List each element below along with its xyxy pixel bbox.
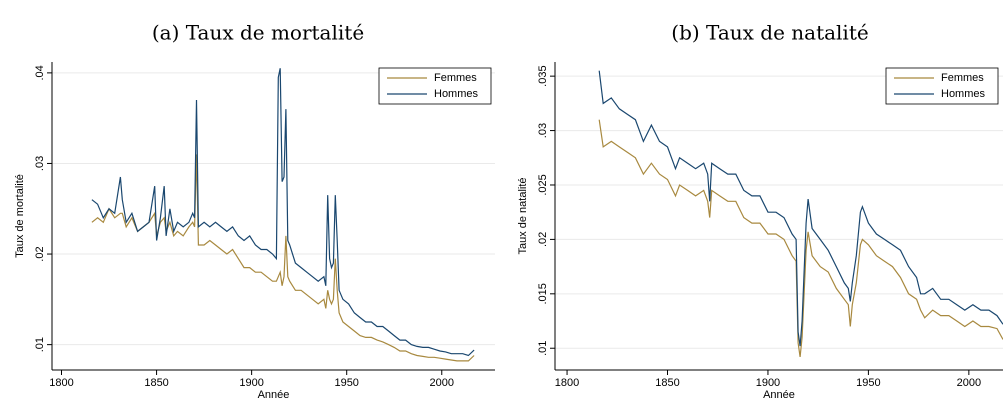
- y-tick-label: .02: [34, 246, 46, 261]
- y-tick-label: .015: [537, 283, 549, 304]
- series-line: [598, 70, 1003, 347]
- series-line: [598, 119, 1003, 357]
- x-tick-label: 2000: [957, 377, 981, 389]
- x-tick-label: 1850: [144, 377, 168, 389]
- x-axis-label: Année: [258, 389, 290, 401]
- legend-label: Hommes: [941, 88, 986, 100]
- series-line: [91, 68, 475, 357]
- x-tick-label: 1850: [655, 377, 679, 389]
- y-tick-label: .035: [537, 65, 549, 86]
- legend-box: [378, 67, 492, 105]
- x-tick-label: 1800: [49, 377, 73, 389]
- y-tick-label: .01: [537, 341, 549, 356]
- y-tick-label: .025: [537, 174, 549, 195]
- x-tick-label: 1950: [334, 377, 358, 389]
- legend: Femmes Hommes: [378, 67, 492, 105]
- chart-title: (b) Taux de natalité: [671, 21, 868, 45]
- y-axis-label: Taux de natalité: [517, 177, 529, 254]
- series-line: [91, 154, 475, 362]
- legend-label: Femmes: [941, 72, 984, 84]
- legend-box: [885, 67, 999, 105]
- y-tick-label: .04: [34, 65, 46, 80]
- x-tick-label: 1950: [856, 377, 880, 389]
- x-tick-label: 1900: [239, 377, 263, 389]
- y-tick-label: .03: [34, 156, 46, 171]
- legend-label: Femmes: [434, 72, 477, 84]
- legend-label: Hommes: [434, 88, 479, 100]
- x-axis-label: Année: [763, 389, 795, 401]
- y-tick-label: .01: [34, 337, 46, 352]
- y-axis-label: Taux de mortalité: [14, 174, 26, 258]
- x-tick-label: 1900: [756, 377, 780, 389]
- legend: Femmes Hommes: [885, 67, 999, 105]
- y-tick-label: .02: [537, 232, 549, 247]
- x-tick-label: 2000: [430, 377, 454, 389]
- x-tick-label: 1800: [555, 377, 579, 389]
- chart-title: (a) Taux de mortalité: [152, 21, 364, 45]
- y-tick-label: .03: [537, 123, 549, 138]
